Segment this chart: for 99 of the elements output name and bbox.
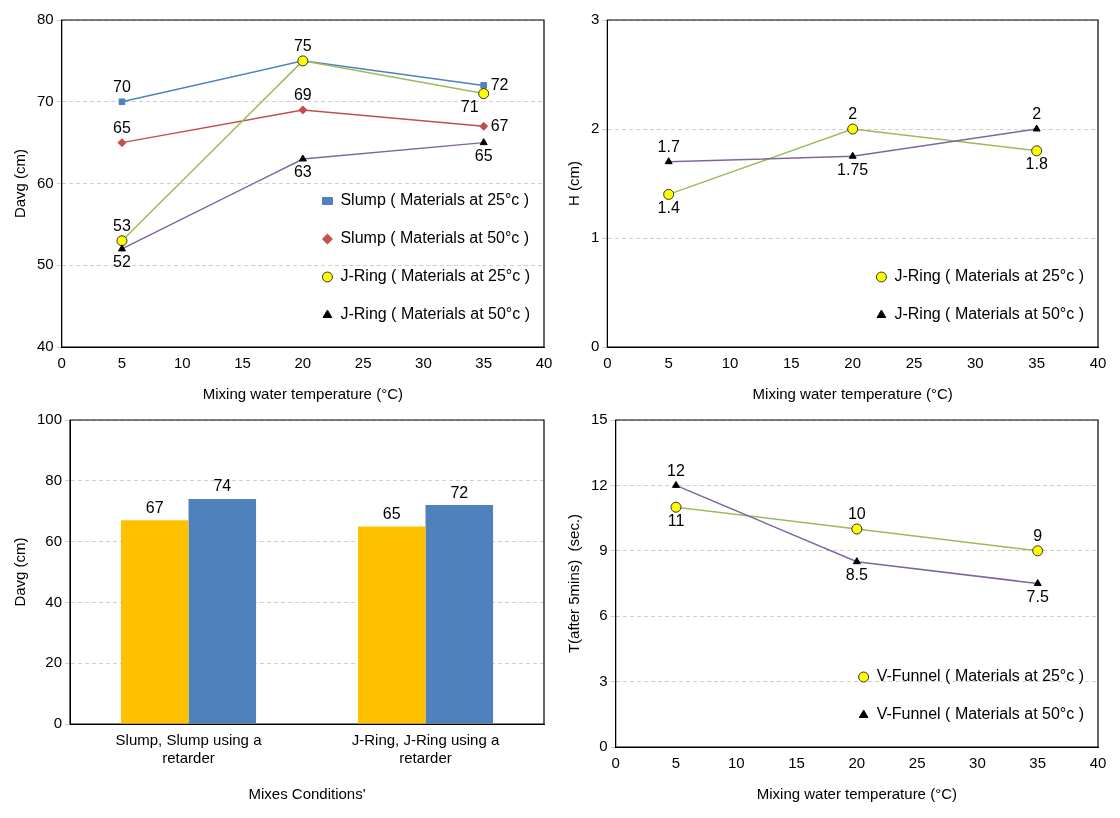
data-label: 8.5 <box>845 566 869 584</box>
data-label: 1.8 <box>1025 155 1048 173</box>
x-tick-label: 10 <box>173 354 191 372</box>
x-tick-label: 30 <box>966 354 984 372</box>
legend-label: V-Funnel ( Materials at 50°c ) <box>876 705 1085 723</box>
y-tick-label: 50 <box>37 255 54 273</box>
data-label: 65 <box>474 147 493 165</box>
y-tick-label: 1 <box>591 228 600 246</box>
point <box>118 98 126 106</box>
y-tick-label: 100 <box>37 410 63 428</box>
y-tick-label: 60 <box>37 173 54 191</box>
x-tick-label: J-Ring, J-Ring using a retarder <box>351 731 500 767</box>
x-tick-label: 30 <box>415 354 432 372</box>
data-label: 72 <box>450 483 469 501</box>
x-tick-label: 25 <box>354 354 372 372</box>
legend-label: J-Ring ( Materials at 25°c ) <box>894 267 1084 285</box>
bar <box>120 520 189 724</box>
data-label: 11 <box>667 511 685 529</box>
legend-label: J-Ring ( Materials at 50°c ) <box>340 305 530 323</box>
bar <box>357 526 426 724</box>
legend-label: J-Ring ( Materials at 25°c ) <box>340 267 530 285</box>
data-label: 1.75 <box>837 160 869 178</box>
data-label: 72 <box>490 75 509 93</box>
x-tick-label: 15 <box>788 754 805 772</box>
y-tick-label: 3 <box>599 671 608 689</box>
data-label: 67 <box>145 498 164 516</box>
data-label: 53 <box>113 217 131 235</box>
x-axis-title: Mixing water temperature (°C) <box>756 785 957 803</box>
x-tick-label: 25 <box>908 754 926 772</box>
x-tick-label: 40 <box>1089 354 1107 372</box>
x-tick-label: 30 <box>969 754 986 772</box>
data-label: 65 <box>113 119 131 137</box>
data-label: 65 <box>382 504 401 522</box>
x-tick-label: 35 <box>475 354 493 372</box>
y-axis-title: T(after 5mins) (sec.) <box>565 513 583 654</box>
data-label: 71 <box>460 97 479 115</box>
y-tick-label: 20 <box>45 653 63 671</box>
point <box>298 105 308 115</box>
x-tick-label: 5 <box>117 354 127 372</box>
y-tick-label: 80 <box>45 470 63 488</box>
data-label: 1.7 <box>657 138 680 156</box>
legend-label: J-Ring ( Materials at 50°c ) <box>894 305 1084 323</box>
legend-label: Slump ( Materials at 25°c ) <box>340 191 530 209</box>
bar <box>425 505 494 724</box>
x-tick-label: Slump, Slump using a retarder <box>115 731 263 767</box>
y-tick-label: 2 <box>591 119 600 137</box>
x-axis-title: Mixing water temperature (°C) <box>202 385 403 403</box>
x-axis-title: Mixes Conditions' <box>248 785 366 803</box>
y-tick-label: 70 <box>37 91 54 109</box>
x-tick-label: 25 <box>905 354 923 372</box>
data-label: 63 <box>293 163 312 181</box>
y-tick-label: 12 <box>591 475 608 493</box>
x-tick-label: 15 <box>234 354 251 372</box>
y-axis-title: Davg (cm) <box>11 148 29 219</box>
data-label: 69 <box>293 86 312 104</box>
data-label: 1.4 <box>657 198 680 216</box>
y-tick-label: 40 <box>37 337 54 355</box>
x-tick-label: 10 <box>727 754 745 772</box>
data-label: 2 <box>1032 105 1042 123</box>
data-label: 67 <box>490 116 509 134</box>
data-label: 2 <box>848 105 858 123</box>
data-label: 75 <box>293 37 312 55</box>
y-tick-label: 6 <box>599 606 608 624</box>
y-tick-label: 15 <box>591 410 608 428</box>
data-label: 70 <box>113 78 131 96</box>
legend-label: Slump ( Materials at 50°c ) <box>340 229 530 247</box>
x-tick-label: 0 <box>611 754 620 772</box>
point <box>117 138 127 148</box>
x-tick-label: 5 <box>664 354 673 372</box>
data-label: 52 <box>113 253 131 271</box>
x-tick-label: 40 <box>1089 754 1107 772</box>
x-tick-label: 40 <box>535 354 553 372</box>
y-axis-title: H (cm) <box>565 161 583 206</box>
y-tick-label: 0 <box>53 714 63 732</box>
point <box>479 121 489 131</box>
data-label: 74 <box>213 477 232 495</box>
y-tick-label: 0 <box>591 337 600 355</box>
data-label: 12 <box>667 461 685 479</box>
x-axis-title: Mixing water temperature (°C) <box>752 385 953 403</box>
x-tick-label: 5 <box>671 754 681 772</box>
x-tick-label: 20 <box>294 354 312 372</box>
x-tick-label: 35 <box>1028 354 1046 372</box>
x-tick-label: 20 <box>844 354 862 372</box>
x-tick-label: 15 <box>783 354 800 372</box>
data-label: 9 <box>1033 527 1043 545</box>
data-label: 10 <box>847 505 866 523</box>
y-tick-label: 3 <box>591 10 600 28</box>
x-tick-label: 35 <box>1029 754 1047 772</box>
data-label: 7.5 <box>1026 587 1049 605</box>
point <box>480 82 488 89</box>
bar <box>188 499 257 724</box>
x-tick-label: 20 <box>848 754 866 772</box>
x-tick-label: 10 <box>721 354 739 372</box>
y-tick-label: 80 <box>37 10 54 28</box>
y-axis-title: Davg (cm) <box>11 537 29 607</box>
legend-label: V-Funnel ( Materials at 25°c ) <box>876 667 1085 685</box>
y-tick-label: 40 <box>45 592 63 610</box>
y-tick-label: 60 <box>45 531 63 549</box>
y-tick-label: 9 <box>599 540 608 558</box>
